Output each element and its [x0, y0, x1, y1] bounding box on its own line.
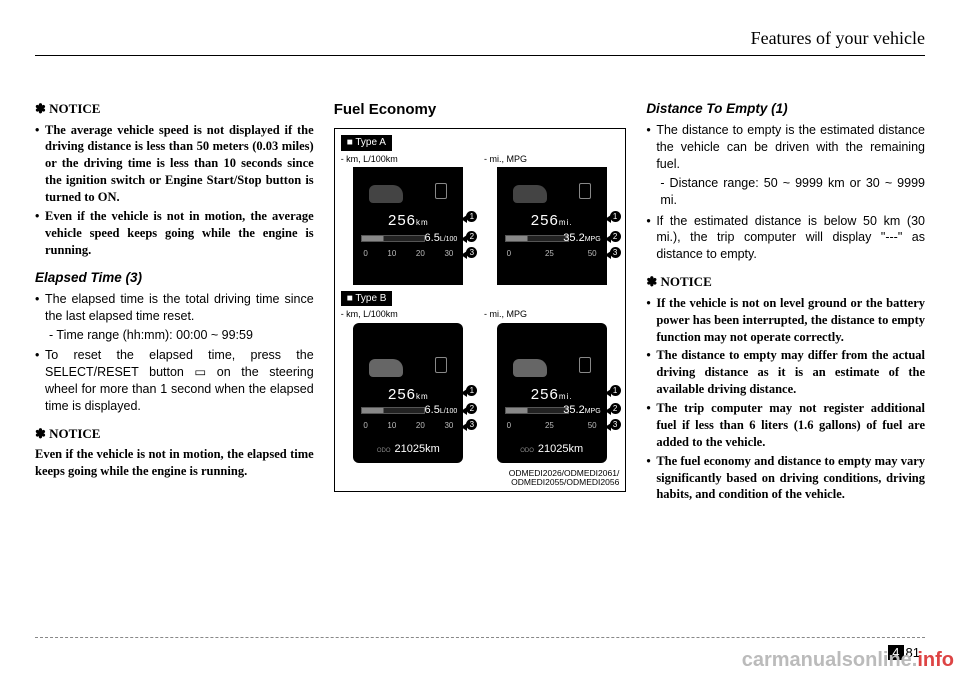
- fuel-pump-icon: [579, 357, 591, 373]
- unit-label: - mi., MPG: [484, 153, 619, 165]
- notice-text: Even if the vehicle is not in motion, th…: [35, 446, 314, 480]
- display-screen-b-km: 256km 1 6.5L/100 2 0102030 3 ODO21025km: [353, 323, 463, 463]
- display-figure-box: ■ Type A - km, L/100km 256km 1 6.5L/100 …: [334, 128, 627, 492]
- notice-text: The average vehicle speed is not display…: [45, 122, 314, 206]
- car-icon: [369, 185, 403, 203]
- notice-text: Even if the vehicle is not in motion, th…: [45, 208, 314, 259]
- body-text: - Time range (hh:mm): 00:00 ~ 99:59: [35, 327, 314, 344]
- header-title: Features of your vehicle: [751, 28, 925, 49]
- fuel-bar: [361, 407, 425, 414]
- body-text: If the estimated distance is below 50 km…: [656, 213, 925, 264]
- fuel-pump-icon: [435, 183, 447, 199]
- dte-heading: Distance To Empty (1): [646, 100, 925, 118]
- car-icon: [369, 359, 403, 377]
- elapsed-heading: Elapsed Time (3): [35, 269, 314, 287]
- fuel-pump-icon: [579, 183, 591, 199]
- type-b-label: ■ Type B: [341, 291, 393, 307]
- notice-heading: ✽ NOTICE: [35, 425, 314, 443]
- notice-text: The trip computer may not register addit…: [656, 400, 925, 451]
- display-screen-b-mi: 256mi. 1 35.2MPG 2 02550 3 ODO21025km: [497, 323, 607, 463]
- car-icon: [513, 359, 547, 377]
- header-rule: [35, 55, 925, 56]
- fuel-economy-heading: Fuel Economy: [334, 100, 627, 120]
- fuel-bar: [361, 235, 425, 242]
- column-2: Fuel Economy ■ Type A - km, L/100km 256k…: [334, 100, 627, 505]
- fuel-pump-icon: [435, 357, 447, 373]
- body-text: - Distance range: 50 ~ 9999 km or 30 ~ 9…: [646, 175, 925, 209]
- display-screen-a-mi: 256mi. 1 35.2MPG 2 02550 3: [497, 167, 607, 285]
- column-1: ✽ NOTICE •The average vehicle speed is n…: [35, 100, 314, 505]
- figure-code: ODMEDI2026/ODMEDI2061/ ODMEDI2055/ODMEDI…: [341, 469, 620, 488]
- notice-heading: ✽ NOTICE: [646, 273, 925, 291]
- display-screen-a-km: 256km 1 6.5L/100 2 0102030 3: [353, 167, 463, 285]
- type-a-label: ■ Type A: [341, 135, 392, 151]
- notice-text: The distance to empty may differ from th…: [656, 347, 925, 398]
- body-text: To reset the elapsed time, press the SEL…: [45, 347, 314, 415]
- footer-rule: [35, 637, 925, 638]
- notice-heading: ✽ NOTICE: [35, 100, 314, 118]
- watermark: carmanualsonline.info: [742, 649, 954, 672]
- unit-label: - km, L/100km: [341, 308, 476, 320]
- body-text: The elapsed time is the total driving ti…: [45, 291, 314, 325]
- notice-text: The fuel economy and distance to empty m…: [656, 453, 925, 504]
- fuel-bar: [505, 407, 569, 414]
- car-icon: [513, 185, 547, 203]
- column-3: Distance To Empty (1) •The distance to e…: [646, 100, 925, 505]
- notice-text: If the vehicle is not on level ground or…: [656, 295, 925, 346]
- body-text: The distance to empty is the estimated d…: [656, 122, 925, 173]
- unit-label: - mi., MPG: [484, 308, 619, 320]
- unit-label: - km, L/100km: [341, 153, 476, 165]
- content-columns: ✽ NOTICE •The average vehicle speed is n…: [35, 100, 925, 505]
- fuel-bar: [505, 235, 569, 242]
